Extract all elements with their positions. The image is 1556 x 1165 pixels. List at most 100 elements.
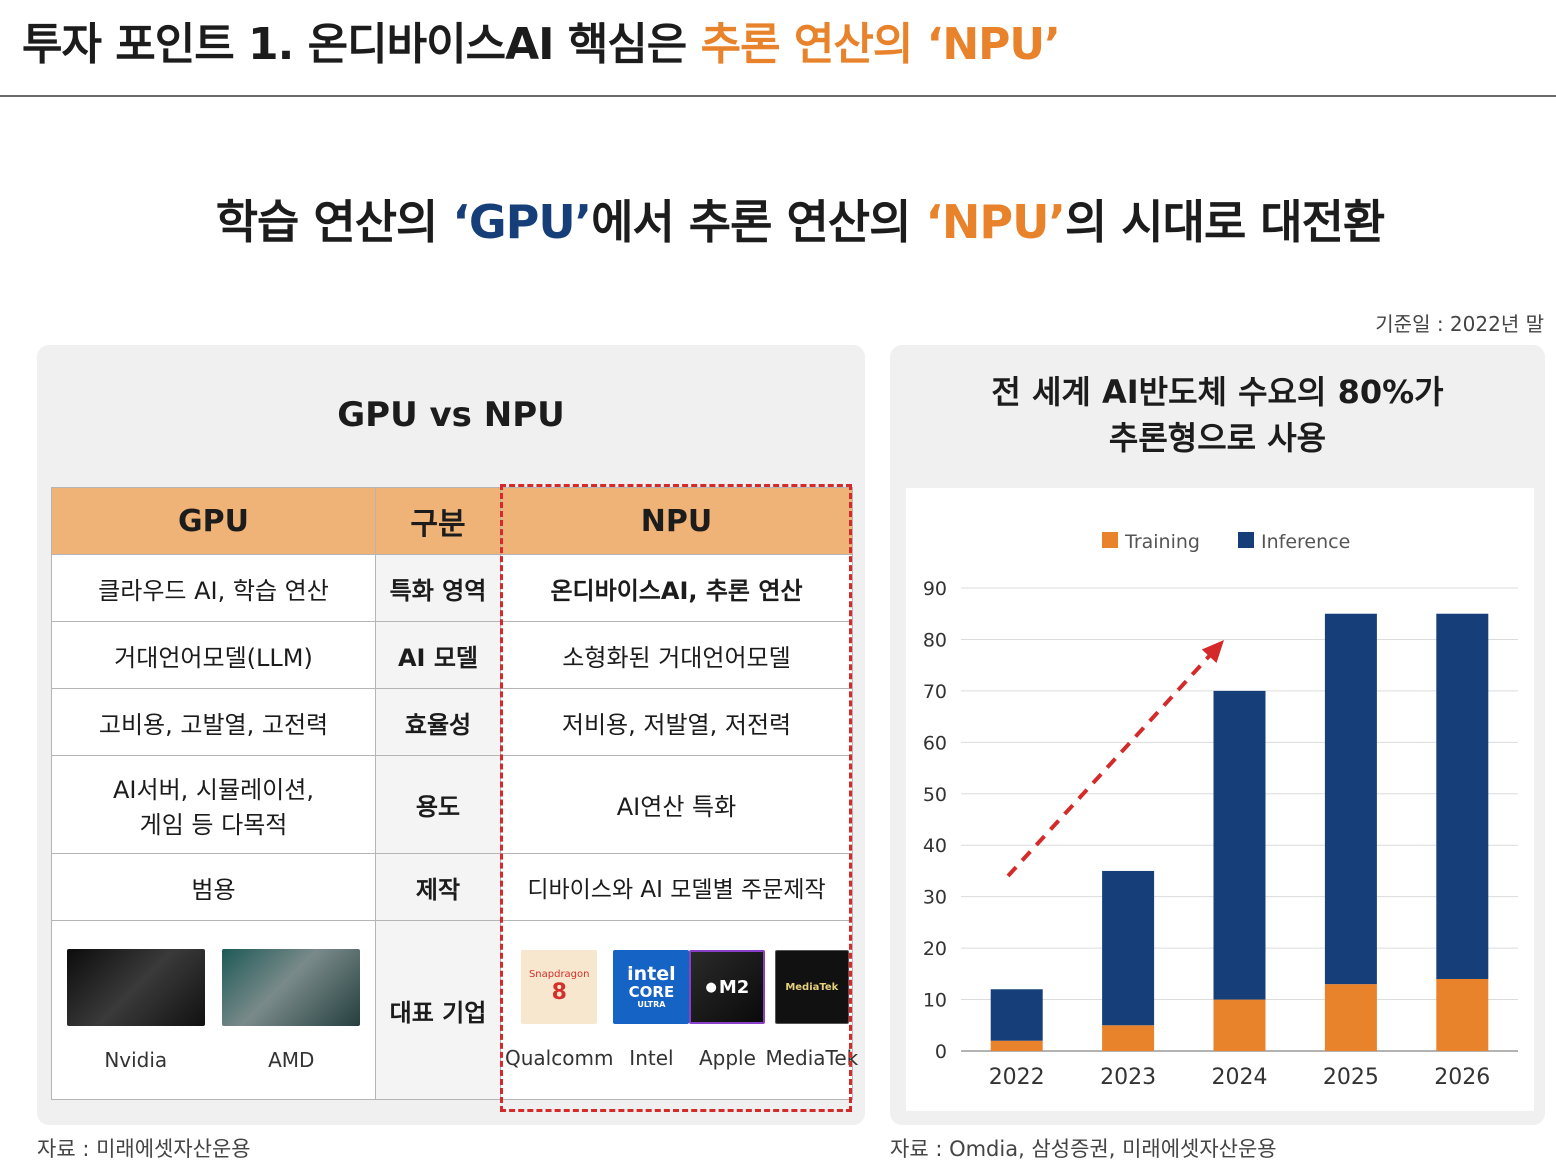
chart-title-line2: 추론형으로 사용	[1108, 419, 1327, 457]
snapdragon-logo: Snapdragon 8	[521, 950, 598, 1024]
page-title: 투자 포인트 1. 온디바이스AI 핵심은 추론 연산의 ‘NPU’	[22, 8, 1061, 72]
right-source: 자료 : Omdia, 삼성증권, 미래에셋자산운용	[890, 1137, 1277, 1161]
table-row: 거대언어모델(LLM) AI 모델 소형화된 거대언어모델	[51, 621, 853, 689]
table-row: 클라우드 AI, 학습 연산 특화 영역 온디바이스AI, 추론 연산	[51, 554, 853, 622]
category-cell: 효율성	[375, 688, 501, 756]
npu-cell: 디바이스와 AI 모델별 주문제작	[500, 853, 853, 921]
y-tick-label: 80	[923, 629, 947, 651]
y-tick-label: 90	[923, 578, 947, 600]
subtitle-gpu: ‘GPU’	[452, 195, 592, 249]
y-tick-label: 20	[923, 938, 947, 960]
category-cell: 대표 기업	[375, 920, 501, 1100]
table-row: Nvidia AMD 대표 기업 Snapdragon 8 Qualcomm	[51, 920, 858, 1100]
page-title-highlight: 추론 연산의 ‘NPU’	[700, 19, 1061, 70]
bar-inference	[1324, 613, 1377, 985]
snapdragon-number: 8	[551, 980, 567, 1005]
stacked-bar-chart: 0 10 20 30 40 50 60 70 80 90 2022 2023 2024 2025 2026…	[923, 531, 1518, 1090]
y-tick-label: 60	[923, 732, 947, 754]
y-tick-label: 0	[935, 1041, 947, 1063]
subtitle-npu: ‘NPU’	[925, 195, 1066, 249]
bar-training	[1213, 999, 1266, 1051]
intel-logo-box: intel CORE ULTRA Intel	[613, 950, 690, 1070]
basis-date: 기준일 : 2022년 말	[1375, 312, 1544, 336]
y-tick-label: 50	[923, 784, 947, 806]
npu-cell: 저비용, 저발열, 저전력	[500, 688, 853, 756]
gpu-companies-cell: Nvidia AMD	[51, 920, 376, 1100]
company-name: AMD	[268, 1047, 315, 1072]
category-cell: 용도	[375, 755, 501, 854]
bar-inference	[1436, 613, 1489, 979]
bar-training	[1436, 978, 1489, 1051]
comparison-table: GPU 구분 NPU 클라우드 AI, 학습 연산 특화 영역 온디바이스AI,…	[51, 487, 858, 1100]
table-row: AI서버, 시뮬레이션, 게임 등 다목적 용도 AI연산 특화	[51, 755, 853, 854]
legend-swatch	[1102, 532, 1118, 548]
subtitle-text-1: 학습 연산의	[215, 195, 453, 249]
x-axis-ticks: 2022 2023 2024 2025 2026	[989, 1065, 1491, 1090]
slide-subtitle: 학습 연산의 ‘GPU’에서 추론 연산의 ‘NPU’의 시대로 대전환	[0, 186, 1556, 252]
chart-area: 0 10 20 30 40 50 60 70 80 90 2022 2023 2024 2025 2026…	[906, 488, 1534, 1111]
amd-logo-box: AMD	[222, 948, 361, 1072]
subtitle-text-2: 에서 추론 연산의	[591, 195, 926, 249]
left-source: 자료 : 미래에셋자산운용	[37, 1137, 251, 1161]
company-name: MediaTek	[765, 1046, 859, 1070]
mediatek-logo-box: MediaTek MediaTek	[765, 950, 858, 1070]
gpu-vs-npu-title: GPU vs NPU	[337, 395, 565, 435]
gpu-cell-line1: AI서버, 시뮬레이션,	[113, 775, 314, 804]
intel-text: intel	[627, 962, 676, 985]
apple-icon: ●	[705, 979, 717, 995]
npu-cell: 온디바이스AI, 추론 연산	[500, 554, 853, 622]
page-title-part1: 투자 포인트 1. 온디바이스AI 핵심은	[22, 19, 701, 70]
bar-inference	[1213, 690, 1266, 1000]
x-tick-label: 2024	[1212, 1065, 1268, 1090]
growth-arrow	[1006, 640, 1224, 878]
company-name: Intel	[629, 1046, 674, 1070]
qualcomm-logo-box: Snapdragon 8 Qualcomm	[505, 950, 613, 1070]
npu-companies-cell: Snapdragon 8 Qualcomm intel CORE ULTRA I…	[500, 920, 858, 1100]
bar-inference	[990, 989, 1043, 1041]
intel-core-text: CORE	[628, 982, 675, 1001]
gpu-cell-line2: 게임 등 다목적	[139, 810, 288, 839]
y-tick-label: 10	[923, 990, 947, 1012]
bar-inference	[1102, 870, 1155, 1026]
table-row: 범용 제작 디바이스와 AI 모델별 주문제작	[51, 853, 853, 921]
table-row: 고비용, 고발열, 고전력 효율성 저비용, 저발열, 저전력	[51, 688, 853, 756]
company-name: Apple	[698, 1046, 756, 1070]
arrow-line	[1006, 651, 1214, 878]
nvidia-logo-box: Nvidia	[66, 948, 205, 1072]
legend-swatch	[1238, 532, 1254, 548]
apple-m2-chip: ● M2	[689, 950, 766, 1024]
bar-training	[990, 1040, 1043, 1051]
apple-logo-box: ● M2 Apple	[689, 950, 766, 1070]
subtitle-text-3: 의 시대로 대전환	[1064, 195, 1385, 249]
x-tick-label: 2022	[989, 1065, 1045, 1090]
amd-chip-image	[222, 948, 361, 1026]
gpu-cell: 클라우드 AI, 학습 연산	[51, 554, 376, 622]
gpu-cell: 범용	[51, 853, 376, 921]
gpu-cell: 고비용, 고발열, 고전력	[51, 688, 376, 756]
intel-ultra-text: ULTRA	[637, 999, 666, 1009]
mediatek-chip-text: MediaTek	[785, 981, 839, 993]
category-cell: 제작	[375, 853, 501, 921]
title-divider	[0, 95, 1556, 97]
chart-panel-title: 전 세계 AI반도체 수요의 80%가 추론형으로 사용	[890, 369, 1545, 461]
x-tick-label: 2026	[1434, 1065, 1490, 1090]
intel-core-logo: intel CORE ULTRA	[613, 950, 690, 1024]
bar-training	[1102, 1025, 1155, 1051]
snapdragon-text: Snapdragon	[528, 969, 590, 980]
gpu-cell: AI서버, 시뮬레이션, 게임 등 다목적	[51, 755, 376, 854]
npu-cell: 소형화된 거대언어모델	[500, 621, 853, 689]
x-tick-label: 2023	[1100, 1065, 1156, 1090]
header-category: 구분	[375, 487, 501, 555]
bar-training	[1324, 984, 1377, 1051]
company-name: Qualcomm	[505, 1046, 614, 1070]
arrow-head	[1201, 640, 1224, 663]
chart-legend: Training Inference	[1102, 531, 1350, 553]
nvidia-chip-image	[66, 948, 205, 1026]
chart-title-line1: 전 세계 AI반도체 수요의 80%가	[991, 373, 1444, 411]
company-name: Nvidia	[104, 1047, 168, 1072]
y-tick-label: 30	[923, 887, 947, 909]
category-cell: 특화 영역	[375, 554, 501, 622]
y-tick-label: 40	[923, 835, 947, 857]
npu-cell: AI연산 특화	[500, 755, 853, 854]
x-tick-label: 2025	[1323, 1065, 1379, 1090]
